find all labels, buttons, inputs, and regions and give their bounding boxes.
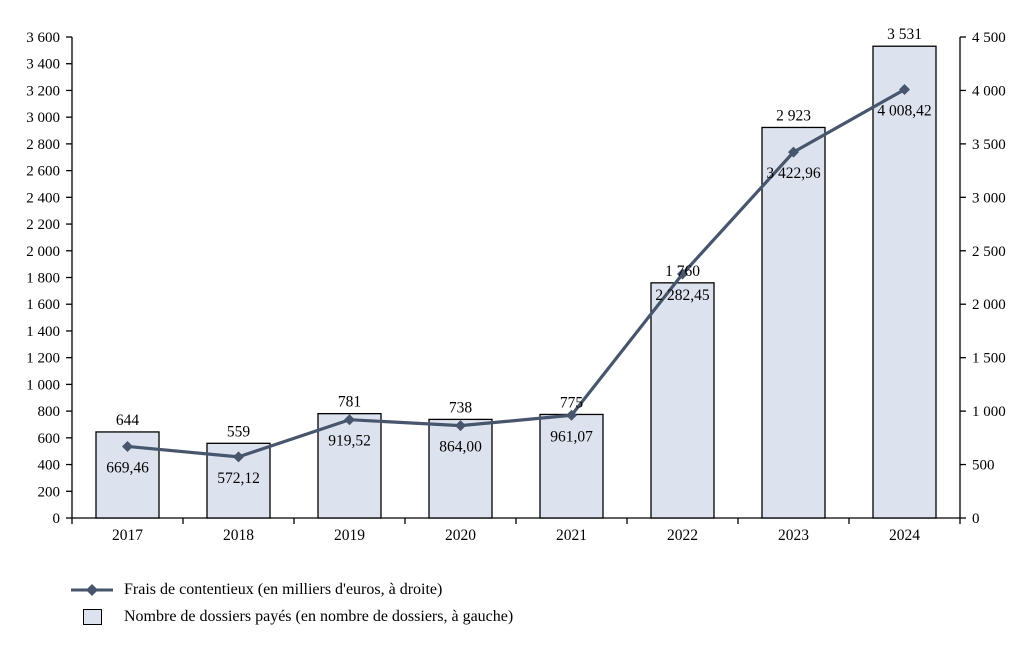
chart-legend: Frais de contentieux (en milliers d'euro… <box>70 579 513 628</box>
left-axis-tick-label: 2 000 <box>26 244 60 260</box>
legend-bar-label: Nombre de dossiers payés (en nombre de d… <box>124 608 514 625</box>
left-axis-tick-label: 1 800 <box>26 271 60 287</box>
right-axis-tick-label: 0 <box>972 511 980 527</box>
bar-value-label: 781 <box>338 394 361 411</box>
left-axis-tick-label: 2 800 <box>26 137 60 153</box>
bar-2021 <box>539 413 604 519</box>
bar-series-swatch-icon <box>70 609 114 625</box>
bar-2023 <box>761 126 826 519</box>
right-axis-tick-label: 500 <box>972 458 995 474</box>
bar-2022 <box>650 282 715 519</box>
line-marker-2022 <box>677 268 688 280</box>
line-marker-2020 <box>455 420 466 432</box>
bar-2024 <box>872 45 937 519</box>
x-axis-category-label: 2020 <box>445 527 476 544</box>
legend-line-label: Frais de contentieux (en milliers d'euro… <box>124 581 443 598</box>
bar-value-label: 775 <box>560 394 584 411</box>
left-axis-tick-label: 200 <box>38 484 61 500</box>
line-value-label: 2 282,45 <box>655 287 710 304</box>
left-axis-tick-label: 800 <box>38 404 61 420</box>
bar-value-label: 3 531 <box>887 26 922 43</box>
right-axis-tick-label: 2 500 <box>972 244 1006 260</box>
legend-item-line: Frais de contentieux (en milliers d'euro… <box>70 579 513 601</box>
left-axis-tick-label: 1 200 <box>26 351 60 367</box>
left-axis-tick-label: 2 400 <box>26 190 60 206</box>
line-marker-2019 <box>344 414 355 426</box>
line-value-label: 669,46 <box>106 459 149 476</box>
line-value-label: 919,52 <box>328 433 371 450</box>
right-axis-tick-label: 4 500 <box>972 30 1006 46</box>
x-axis-category-label: 2023 <box>778 527 809 544</box>
bar-value-label: 738 <box>449 399 473 416</box>
line-value-label: 3 422,96 <box>766 165 821 182</box>
right-axis-tick-label: 1 500 <box>972 351 1006 367</box>
legend-line-sample <box>71 584 113 596</box>
bar-value-label: 1 760 <box>665 263 700 280</box>
right-axis-tick-label: 3 000 <box>972 190 1006 206</box>
line-value-label: 4 008,42 <box>877 103 931 120</box>
legend-bar-swatch <box>82 609 102 625</box>
line-marker-2021 <box>566 409 577 421</box>
right-axis-tick-label: 4 000 <box>972 83 1006 99</box>
left-axis-tick-label: 1 600 <box>26 297 60 313</box>
left-axis-tick-label: 1 400 <box>26 324 60 340</box>
bar-value-label: 2 923 <box>776 107 811 124</box>
x-axis-category-label: 2022 <box>667 527 698 544</box>
left-axis-tick-label: 3 000 <box>26 110 60 126</box>
left-axis-tick-label: 0 <box>53 511 61 527</box>
left-axis-tick-label: 3 400 <box>26 57 60 73</box>
left-axis-tick-label: 2 200 <box>26 217 60 233</box>
x-axis-category-label: 2021 <box>556 527 587 544</box>
line-value-label: 864,00 <box>439 439 482 456</box>
left-axis-tick-label: 600 <box>38 431 61 447</box>
left-axis-tick-label: 3 200 <box>26 83 60 99</box>
bar-2019 <box>317 412 382 519</box>
bar-2020 <box>428 418 493 519</box>
x-axis-category-label: 2019 <box>334 527 365 544</box>
line-marker-2024 <box>899 84 910 96</box>
bar-line-chart: 0 200 400 600 800 1 000 1 200 1 400 1 600 1 800 2 … <box>26 26 1006 544</box>
x-axis-category-label: 2024 <box>889 527 920 544</box>
legend-item-bar: Nombre de dossiers payés (en nombre de d… <box>70 606 513 628</box>
bar-value-label: 644 <box>116 412 140 429</box>
left-axis-tick-label: 400 <box>38 458 61 474</box>
right-axis-tick-label: 3 500 <box>972 137 1006 153</box>
bar-value-label: 559 <box>227 423 251 440</box>
left-axis-tick-label: 3 600 <box>26 30 60 46</box>
line-series-marker-icon <box>70 583 114 597</box>
line-value-label: 572,12 <box>217 470 260 487</box>
line-series-path <box>125 87 907 459</box>
right-axis-tick-label: 1 000 <box>972 404 1006 420</box>
line-value-label: 961,07 <box>550 428 593 445</box>
left-axis-tick-label: 2 600 <box>26 164 60 180</box>
left-axis-tick-label: 1 000 <box>26 377 60 393</box>
line-marker-2023 <box>788 146 799 158</box>
right-axis-tick-label: 2 000 <box>972 297 1006 313</box>
x-axis-category-label: 2018 <box>223 527 254 544</box>
line-marker-2017 <box>122 440 133 452</box>
x-axis-category-label: 2017 <box>112 527 143 544</box>
line-marker-2018 <box>233 451 244 463</box>
